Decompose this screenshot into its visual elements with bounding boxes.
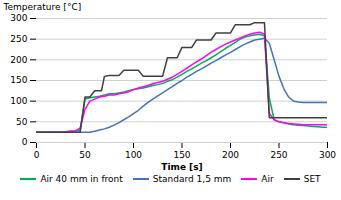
html-text:Air 40 mm in front: Air 40 mm in front (40, 174, 123, 184)
svg-text:0: 0 (22, 137, 28, 147)
svg-text:100: 100 (10, 96, 27, 106)
svg-text:250: 250 (10, 34, 27, 44)
svg-text:300: 300 (319, 150, 336, 160)
svg-text:150: 150 (10, 75, 27, 85)
html-text:Air: Air (261, 174, 274, 184)
svg-text:Temperature [°C]: Temperature [°C] (3, 2, 82, 12)
svg-text:150: 150 (173, 150, 190, 160)
svg-text:50: 50 (16, 117, 28, 127)
svg-text:100: 100 (125, 150, 142, 160)
svg-text:200: 200 (10, 55, 27, 65)
svg-text:0: 0 (34, 150, 40, 160)
html-text:SET: SET (303, 174, 321, 184)
html-text:Standard 1,5 mm: Standard 1,5 mm (152, 174, 232, 184)
svg-text:Time [s]: Time [s] (161, 162, 202, 172)
svg-text:300: 300 (10, 13, 27, 23)
svg-text:200: 200 (222, 150, 239, 160)
svg-text:250: 250 (270, 150, 287, 160)
svg-text:50: 50 (79, 150, 91, 160)
